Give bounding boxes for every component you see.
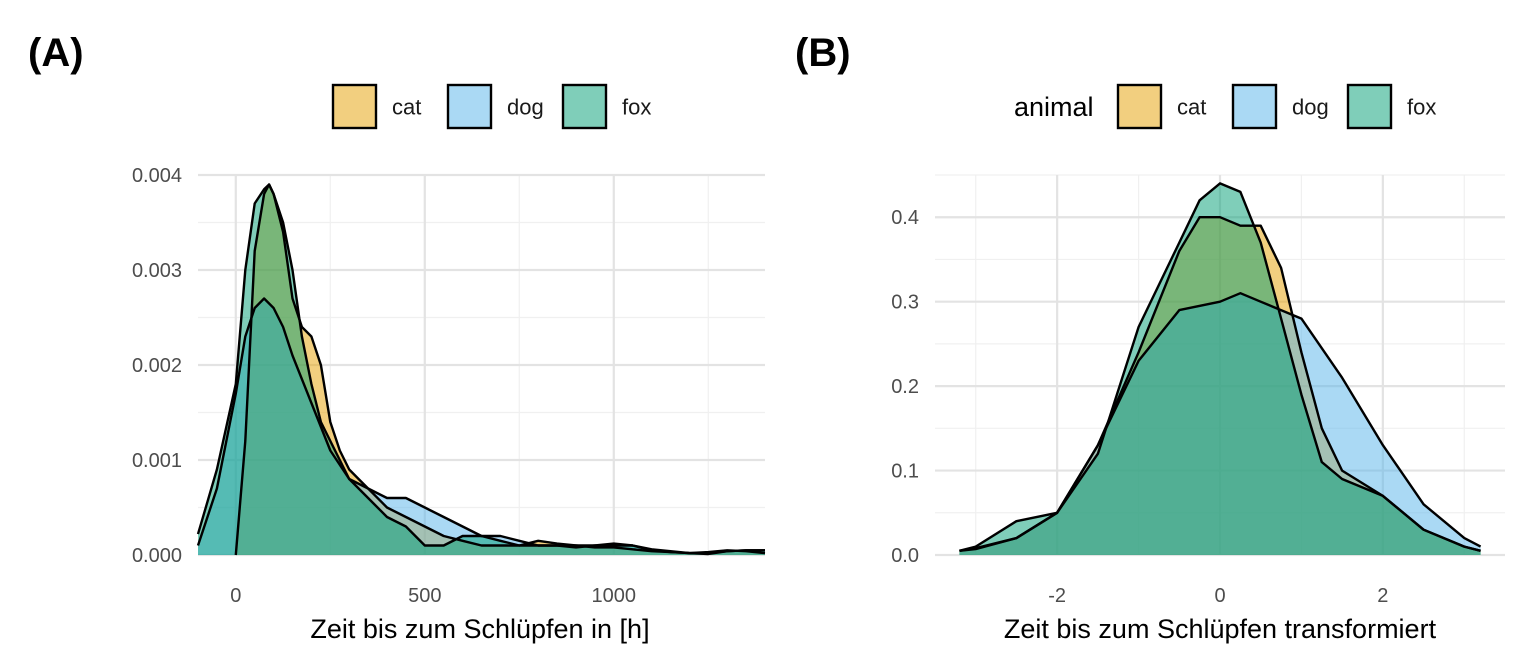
panel-b-legend-label-fox: fox xyxy=(1407,95,1436,120)
panel-b-y-tick-label: 0.2 xyxy=(891,376,919,398)
panel-a-y-tick-label: 0.001 xyxy=(132,450,182,472)
panel-b-chart: -2 0 2 0.0 0.1 0.2 0.3 0.4 cat dog fox xyxy=(891,83,1505,607)
panel-a-legend-label-cat: cat xyxy=(392,95,421,120)
panel-b-legend-title: animal xyxy=(1014,92,1094,122)
panel-b-outline-dog xyxy=(959,292,1482,552)
panel-b-legend-label-cat: cat xyxy=(1177,95,1206,120)
panel-a-chart: 0 500 1000 0.000 0.001 0.002 0.003 0.004 cat dog f… xyxy=(132,83,766,607)
panel-b-legend-key-dog xyxy=(1231,83,1278,130)
panel-b-area-fox xyxy=(959,183,1481,555)
panel-a-legend-key-fox xyxy=(561,83,608,130)
panel-b-x-tick-label: 0 xyxy=(1214,585,1225,607)
panel-a-legend-label-fox: fox xyxy=(622,95,651,120)
panel-a-legend-label-dog: dog xyxy=(507,95,544,120)
panel-b-x-tick-label: 2 xyxy=(1377,585,1388,607)
panel-b-legend-key-fox xyxy=(1346,83,1393,130)
panel-b-y-tick-label: 0.4 xyxy=(891,207,919,229)
panel-b-y-tick-label: 0.0 xyxy=(891,545,919,567)
panel-b-outline-fox xyxy=(959,182,1481,552)
panel-b-y-tick-label: 0.1 xyxy=(891,461,919,483)
panel-a-y-tick-label: 0.003 xyxy=(132,260,182,282)
panel-a-y-tick-label: 0.000 xyxy=(132,545,182,567)
panel-b-x-tick-label: -2 xyxy=(1048,585,1066,607)
panel-b-legend-label-dog: dog xyxy=(1292,95,1329,120)
panel-a-outline-fox xyxy=(196,183,765,555)
panel-b-x-axis-title: Zeit bis zum Schlüpfen transformiert xyxy=(1004,614,1437,644)
panel-a-y-tick-label: 0.004 xyxy=(132,165,182,187)
panel-a-legend-key-cat xyxy=(331,83,378,130)
panel-a-x-tick-label: 0 xyxy=(230,585,241,607)
panel-a-legend-key-dog xyxy=(446,83,493,130)
panel-a-x-tick-label: 1000 xyxy=(592,585,637,607)
panel-b-y-tick-label: 0.3 xyxy=(891,292,919,314)
panel-b-tag: (B) xyxy=(795,31,851,75)
panel-a-tag: (A) xyxy=(28,31,84,75)
panel-a-y-tick-label: 0.002 xyxy=(132,355,182,377)
panel-b-legend-key-cat xyxy=(1116,83,1163,130)
panel-a-x-axis-title: Zeit bis zum Schlüpfen in [h] xyxy=(310,614,649,644)
panel-a-x-tick-label: 500 xyxy=(408,585,441,607)
